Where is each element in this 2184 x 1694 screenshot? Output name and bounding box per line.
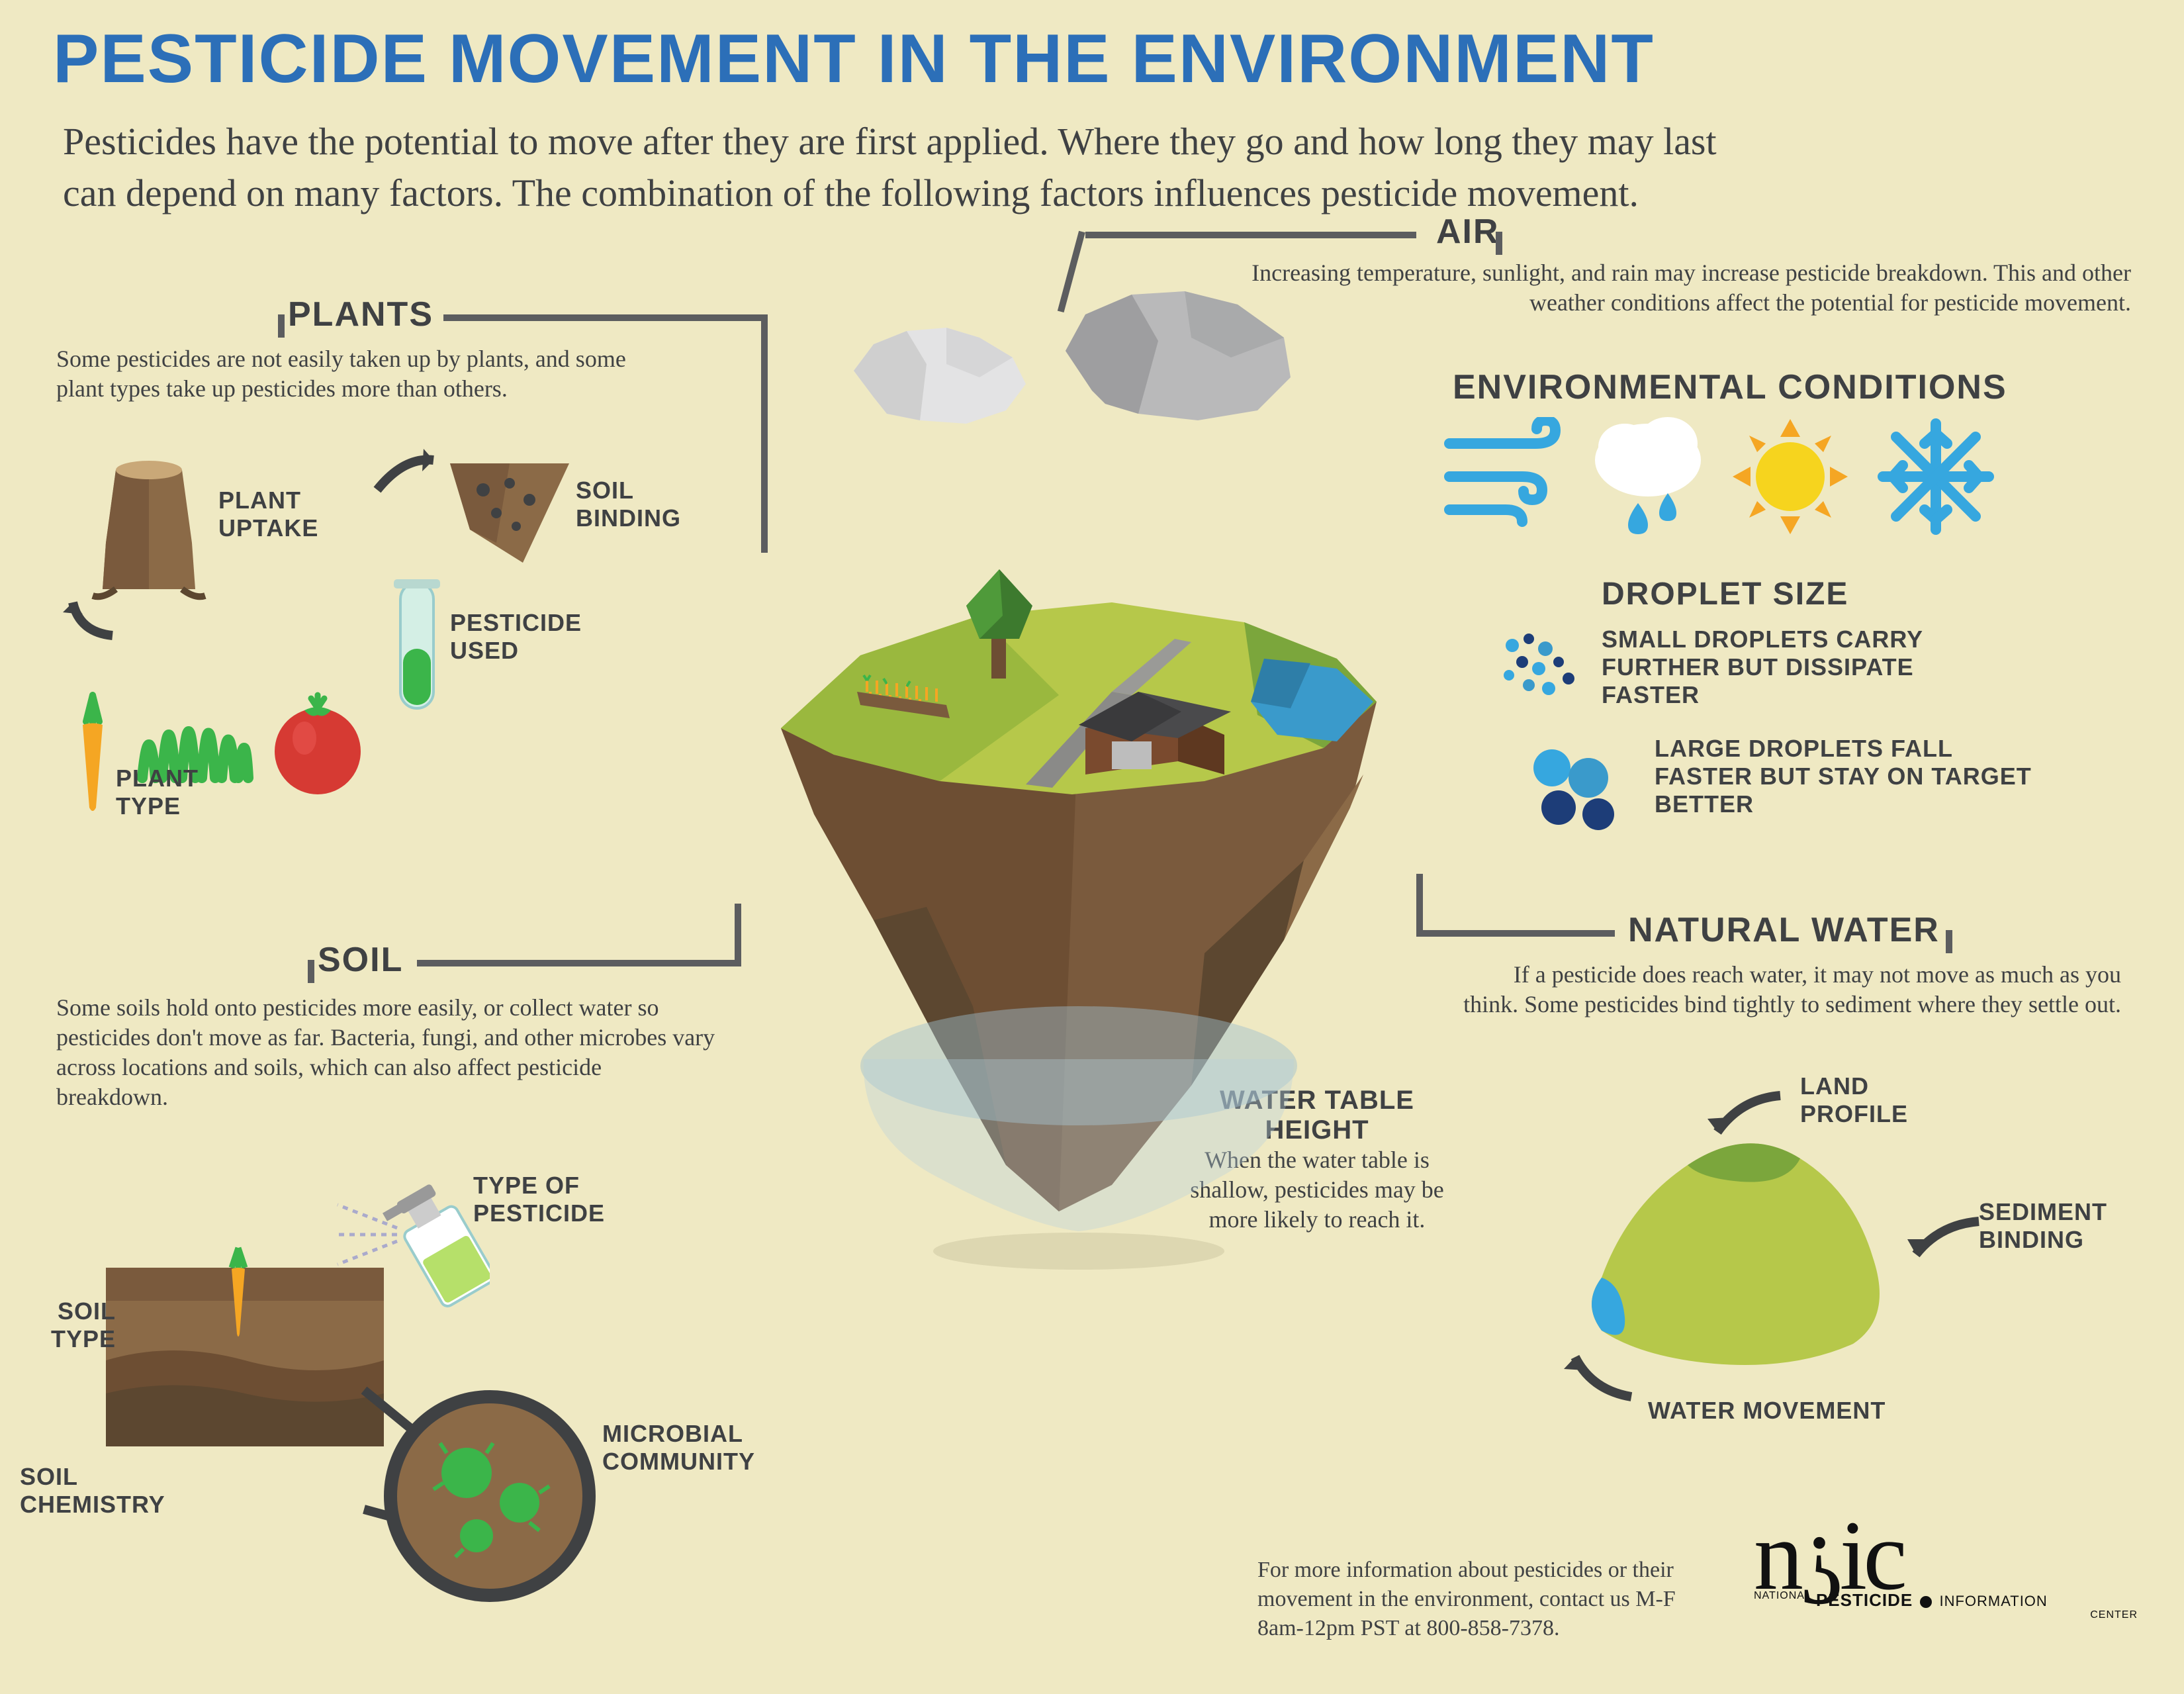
spray-bottle-icon <box>324 1165 490 1317</box>
type-pesticide-label: TYPE OF PESTICIDE <box>473 1172 645 1227</box>
water-movement-label: WATER MOVEMENT <box>1648 1397 1946 1425</box>
air-title: AIR <box>1436 212 1500 252</box>
sediment-label: SEDIMENT BINDING <box>1979 1198 2151 1254</box>
soil-binding-icon <box>430 450 576 576</box>
wind-icon <box>1443 417 1575 530</box>
snowflake-icon <box>1873 414 1999 540</box>
arrow-icon <box>1701 1086 1794 1152</box>
microbial-icon <box>344 1364 596 1615</box>
arrow-icon <box>1559 1337 1651 1410</box>
air-body: Increasing temperature, sunlight, and ra… <box>1238 258 2131 318</box>
soil-binding-label: SOIL BINDING <box>576 477 708 532</box>
npic-logo: n?ic NATIONAL PESTICIDE INFORMATION CENT… <box>1754 1516 2138 1621</box>
droplet-title: DROPLET SIZE <box>1602 576 1848 612</box>
tree-stump-icon <box>89 457 208 602</box>
page-subtitle: Pesticides have the potential to move af… <box>63 116 1751 220</box>
plants-body: Some pesticides are not easily taken up … <box>56 344 632 404</box>
soil-chemistry-label: SOIL CHEMISTRY <box>20 1463 205 1519</box>
rain-cloud-icon <box>1585 414 1711 540</box>
carrot-icon <box>63 688 122 814</box>
arrow-icon <box>60 583 126 649</box>
large-droplet-label: LARGE DROPLETS FALL FASTER BUT STAY ON T… <box>1655 735 2032 818</box>
water-body: If a pesticide does reach water, it may … <box>1453 960 2121 1019</box>
arrow-icon <box>1899 1205 1992 1271</box>
water-title: NATURAL WATER <box>1628 910 1940 950</box>
pesticide-used-label: PESTICIDE USED <box>450 609 622 665</box>
small-droplet-label: SMALL DROPLETS CARRY FURTHER BUT DISSIPA… <box>1602 626 1979 709</box>
microbial-label: MICROBIAL COMMUNITY <box>602 1420 801 1476</box>
sun-icon <box>1727 414 1853 540</box>
plant-type-label: PLANT TYPE <box>116 765 248 820</box>
arrow-icon <box>371 444 443 503</box>
land-profile-label: LAND PROFILE <box>1800 1072 1966 1128</box>
test-tube-icon <box>377 576 450 728</box>
plant-uptake-label: PLANT UPTAKE <box>218 487 351 542</box>
soil-type-label: SOIL TYPE <box>30 1297 116 1353</box>
floating-island-icon <box>741 543 1416 1271</box>
plants-title: PLANTS <box>288 295 433 334</box>
env-conditions-title: ENVIRONMENTAL CONDITIONS <box>1453 367 2007 407</box>
footer-text: For more information about pesticides or… <box>1257 1556 1688 1644</box>
soil-title: SOIL <box>318 940 403 980</box>
large-droplets-icon <box>1522 741 1635 841</box>
small-droplets-icon <box>1492 626 1592 712</box>
tomato-icon <box>265 692 371 798</box>
page-title: PESTICIDE MOVEMENT IN THE ENVIRONMENT <box>53 20 1655 99</box>
cloud-icon <box>847 311 1046 437</box>
soil-body: Some soils hold onto pesticides more eas… <box>56 993 718 1112</box>
